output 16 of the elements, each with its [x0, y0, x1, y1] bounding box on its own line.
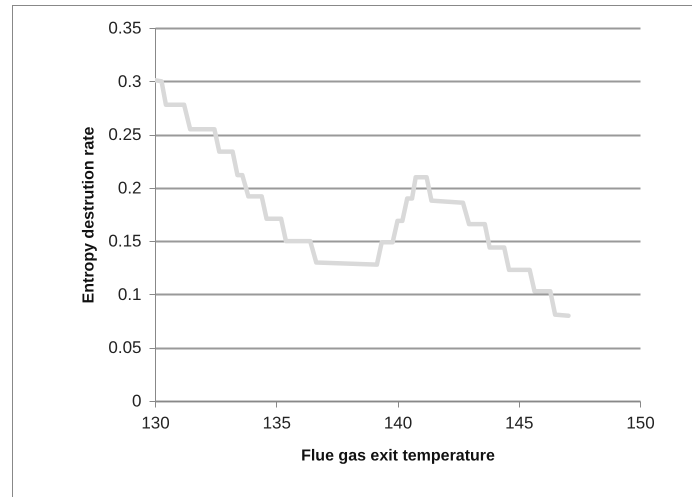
y-tick-label: 0	[132, 392, 142, 410]
y-tick-label: 0.15	[108, 232, 142, 251]
x-tick-label: 140	[384, 414, 412, 432]
x-tick-label: 150	[626, 414, 655, 432]
y-tick-label: 0.35	[108, 18, 142, 38]
x-tick-label: 130	[141, 414, 170, 432]
x-axis-title: Flue gas exit temperature	[301, 448, 496, 464]
y-tick-label: 0.3	[118, 72, 142, 91]
y-tick-label: 0.25	[108, 125, 142, 144]
line-series	[155, 78, 571, 318]
x-tick-label: 145	[505, 414, 534, 432]
y-axis-title: Entropy destrution rate	[80, 126, 98, 304]
y-tick-label: 0.2	[118, 178, 142, 198]
y-tick-label: 0.05	[108, 338, 142, 358]
y-tick-label: 0.1	[118, 284, 142, 304]
x-tick-label: 135	[262, 414, 291, 432]
